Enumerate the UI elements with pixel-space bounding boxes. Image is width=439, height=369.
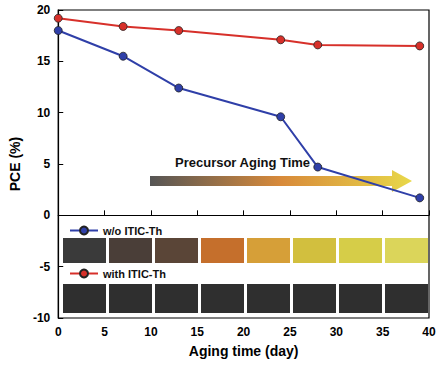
svg-text:15: 15 <box>191 325 205 339</box>
svg-text:5: 5 <box>101 325 108 339</box>
svg-text:PCE (%): PCE (%) <box>7 137 23 191</box>
svg-text:0: 0 <box>44 208 51 222</box>
svg-text:40: 40 <box>422 325 436 339</box>
svg-text:30: 30 <box>330 325 344 339</box>
svg-text:20: 20 <box>37 3 51 17</box>
svg-text:with ITIC-Th: with ITIC-Th <box>102 268 166 280</box>
svg-text:-5: -5 <box>40 260 51 274</box>
svg-text:15: 15 <box>37 54 51 68</box>
svg-text:35: 35 <box>376 325 390 339</box>
svg-text:20: 20 <box>237 325 251 339</box>
svg-text:5: 5 <box>44 157 51 171</box>
svg-text:0: 0 <box>55 325 62 339</box>
svg-text:25: 25 <box>283 325 297 339</box>
svg-text:Aging time (day): Aging time (day) <box>189 343 299 359</box>
svg-text:w/o ITIC-Th: w/o ITIC-Th <box>102 225 163 237</box>
svg-text:Precursor Aging Time: Precursor Aging Time <box>175 155 310 170</box>
svg-text:-10: -10 <box>33 311 51 325</box>
svg-text:10: 10 <box>37 106 51 120</box>
svg-text:10: 10 <box>144 325 158 339</box>
